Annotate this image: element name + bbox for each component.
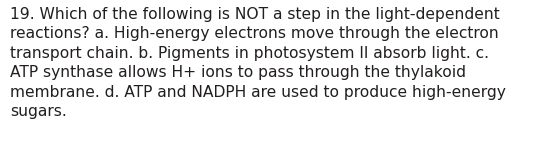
Text: 19. Which of the following is NOT a step in the light-dependent
reactions? a. Hi: 19. Which of the following is NOT a step… [10, 7, 506, 119]
